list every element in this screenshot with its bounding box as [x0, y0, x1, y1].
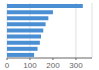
svg-text:0: 0 — [5, 61, 10, 70]
svg-text:200: 200 — [46, 61, 60, 70]
svg-text:300: 300 — [69, 61, 83, 70]
svg-text:100: 100 — [23, 61, 37, 70]
